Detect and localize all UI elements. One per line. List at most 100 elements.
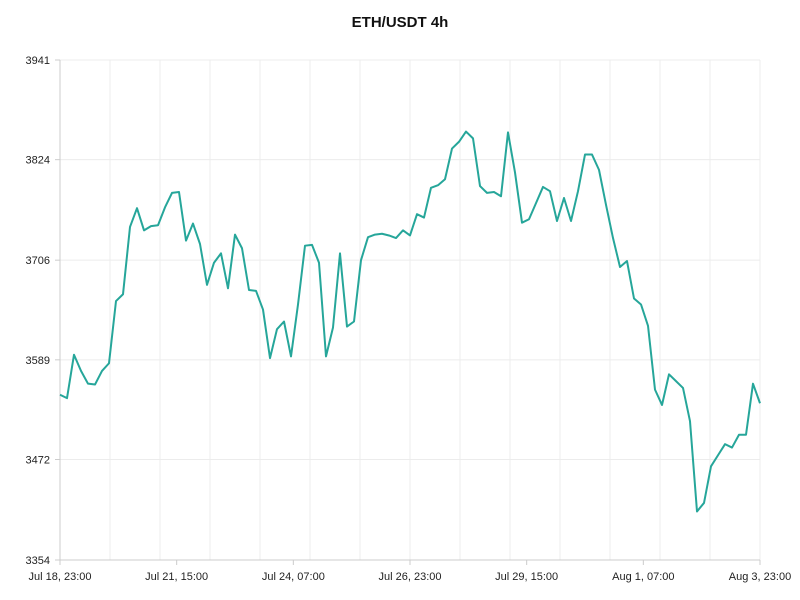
data-point — [234, 234, 236, 236]
data-point — [668, 373, 670, 375]
data-point — [283, 321, 285, 323]
data-point — [479, 185, 481, 187]
data-point — [500, 195, 502, 197]
data-point — [710, 465, 712, 467]
data-point — [402, 229, 404, 231]
data-point — [472, 137, 474, 139]
data-point — [381, 233, 383, 235]
data-point — [745, 434, 747, 436]
data-point — [430, 187, 432, 189]
data-point — [465, 131, 467, 133]
data-point — [59, 394, 61, 396]
data-point — [94, 384, 96, 386]
data-point — [304, 245, 306, 247]
data-point — [136, 207, 138, 209]
data-point — [73, 354, 75, 356]
y-tick-label: 3824 — [26, 155, 50, 167]
data-point — [521, 222, 523, 224]
data-point — [654, 389, 656, 391]
data-point — [129, 226, 131, 228]
data-point — [150, 225, 152, 227]
data-point — [570, 220, 572, 222]
data-point — [185, 240, 187, 242]
data-point — [675, 380, 677, 382]
data-point — [682, 387, 684, 389]
data-point — [437, 184, 439, 186]
data-point — [542, 186, 544, 188]
data-point — [192, 223, 194, 225]
data-point — [423, 217, 425, 219]
data-point — [759, 402, 761, 404]
data-point — [255, 290, 257, 292]
data-point — [640, 303, 642, 305]
data-point — [724, 443, 726, 445]
data-point — [332, 326, 334, 328]
data-point — [346, 326, 348, 328]
y-tick-label: 3472 — [26, 454, 50, 466]
data-point — [318, 262, 320, 264]
x-tick-label: Aug 3, 23:00 — [729, 571, 791, 583]
data-point — [486, 192, 488, 194]
data-point — [591, 154, 593, 156]
data-point — [101, 370, 103, 372]
data-point — [619, 266, 621, 268]
data-point — [395, 237, 397, 239]
y-tick-label: 3706 — [26, 255, 50, 267]
data-point — [206, 284, 208, 286]
data-point — [549, 190, 551, 192]
data-point — [409, 234, 411, 236]
x-tick-label: Aug 1, 07:00 — [612, 571, 674, 583]
data-point — [164, 206, 166, 208]
data-point — [556, 220, 558, 222]
data-point — [220, 252, 222, 254]
data-point — [451, 148, 453, 150]
data-point — [227, 287, 229, 289]
data-point — [493, 191, 495, 193]
data-point — [276, 328, 278, 330]
data-point — [458, 141, 460, 143]
data-point — [87, 383, 89, 385]
data-point — [416, 213, 418, 215]
data-point — [339, 252, 341, 254]
data-point — [353, 321, 355, 323]
data-point — [360, 259, 362, 261]
x-tick-label: Jul 29, 15:00 — [495, 571, 558, 583]
data-point — [626, 260, 628, 262]
y-tick-label: 3589 — [26, 355, 50, 367]
chart-title: ETH/USDT 4h — [351, 14, 449, 31]
data-point — [213, 262, 215, 264]
data-point — [262, 309, 264, 311]
data-point — [444, 178, 446, 180]
data-point — [290, 355, 292, 357]
data-point — [717, 454, 719, 456]
data-point — [269, 357, 271, 359]
data-point — [143, 229, 145, 231]
data-point — [199, 243, 201, 245]
data-point — [752, 383, 754, 385]
data-point — [367, 236, 369, 238]
data-point — [66, 397, 68, 399]
y-tick-label: 3941 — [26, 55, 50, 67]
data-point — [584, 154, 586, 156]
data-point — [738, 434, 740, 436]
data-point — [661, 404, 663, 406]
data-point — [612, 237, 614, 239]
x-tick-label: Jul 26, 23:00 — [379, 571, 442, 583]
data-point — [696, 510, 698, 512]
data-point — [122, 293, 124, 295]
data-point — [80, 370, 82, 372]
data-point — [528, 218, 530, 220]
data-point — [157, 224, 159, 226]
data-point — [171, 192, 173, 194]
data-point — [647, 325, 649, 327]
data-point — [703, 502, 705, 504]
data-point — [297, 303, 299, 305]
x-tick-label: Jul 21, 15:00 — [145, 571, 208, 583]
data-point — [563, 197, 565, 199]
data-point — [507, 131, 509, 133]
data-point — [633, 298, 635, 300]
data-point — [248, 289, 250, 291]
data-point — [115, 300, 117, 302]
